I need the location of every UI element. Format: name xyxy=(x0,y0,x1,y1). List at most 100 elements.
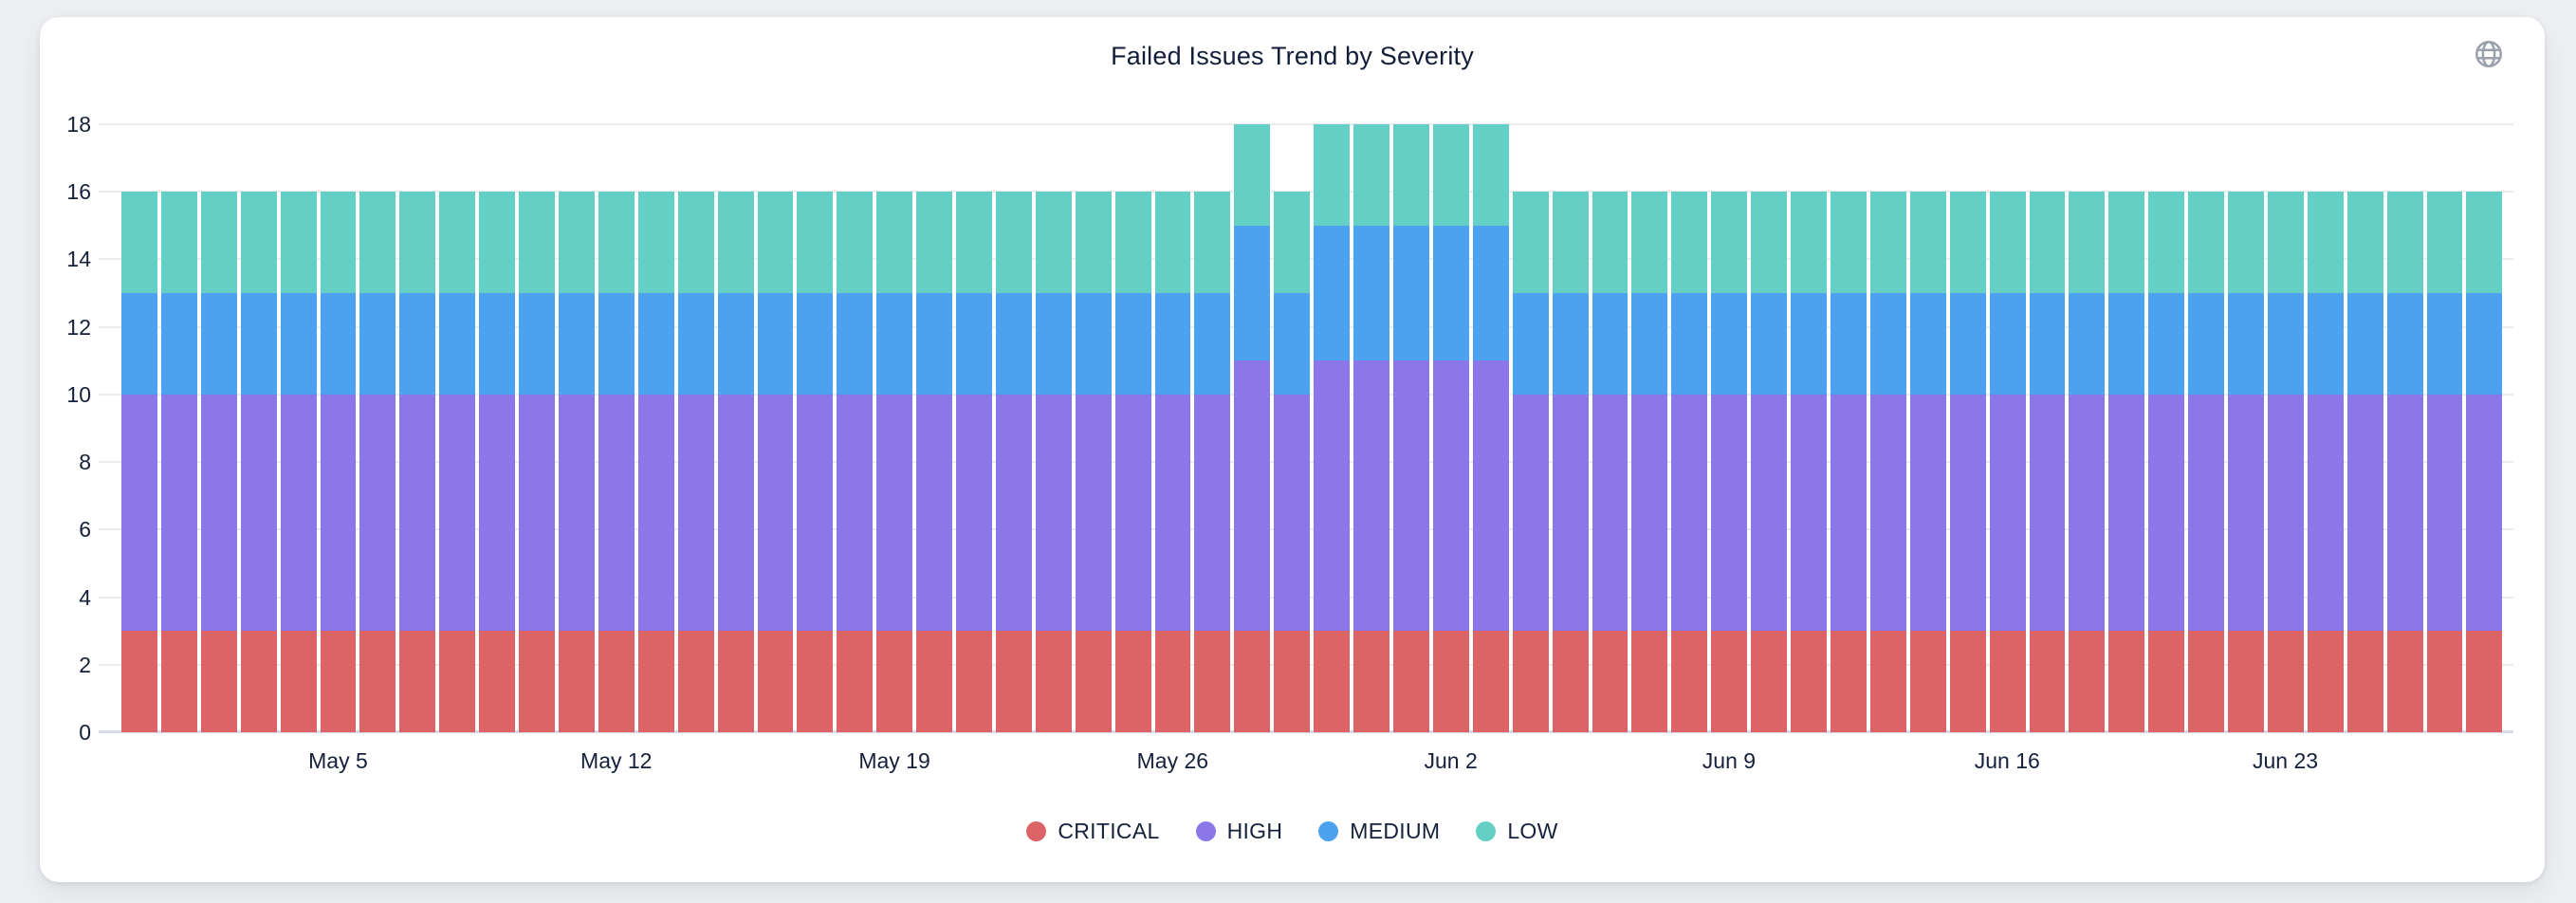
bar[interactable] xyxy=(280,124,317,732)
bar-segment-low xyxy=(717,192,754,294)
bar[interactable] xyxy=(160,124,197,732)
bar[interactable] xyxy=(2228,124,2264,732)
bar[interactable] xyxy=(439,124,476,732)
bar[interactable] xyxy=(1949,124,1986,732)
bar[interactable] xyxy=(1989,124,2026,732)
bar[interactable] xyxy=(1751,124,1788,732)
bar-segment-high xyxy=(439,394,476,632)
bar[interactable] xyxy=(797,124,834,732)
bar[interactable] xyxy=(1035,124,1072,732)
bar[interactable] xyxy=(677,124,714,732)
bar[interactable] xyxy=(200,124,237,732)
bar-segment-high xyxy=(1154,394,1191,632)
bar-segment-high xyxy=(2346,394,2383,632)
bar[interactable] xyxy=(479,124,516,732)
bar-segment-low xyxy=(876,192,913,294)
legend-item-medium[interactable]: MEDIUM xyxy=(1318,819,1440,844)
bar[interactable] xyxy=(121,124,157,732)
bar-segment-critical xyxy=(2069,631,2106,732)
gridline xyxy=(99,191,2513,194)
bar-segment-medium xyxy=(2069,293,2106,395)
bar-segment-high xyxy=(1035,394,1072,632)
bar[interactable] xyxy=(1075,124,1112,732)
bar[interactable] xyxy=(2188,124,2225,732)
bar[interactable] xyxy=(1194,124,1231,732)
bar-segment-low xyxy=(1869,192,1906,294)
y-tick-label: 14 xyxy=(66,247,91,272)
bar[interactable] xyxy=(916,124,953,732)
bar[interactable] xyxy=(1314,124,1351,732)
bar[interactable] xyxy=(519,124,555,732)
legend-item-high[interactable]: HIGH xyxy=(1195,819,1283,844)
bar[interactable] xyxy=(1552,124,1589,732)
bar[interactable] xyxy=(757,124,794,732)
bar[interactable] xyxy=(1114,124,1151,732)
bar[interactable] xyxy=(1472,124,1509,732)
bar-segment-low xyxy=(797,192,834,294)
bar[interactable] xyxy=(1791,124,1827,732)
globe-icon[interactable] xyxy=(2473,38,2505,70)
bar-segment-high xyxy=(1671,394,1708,632)
bar-segment-critical xyxy=(439,631,476,732)
bar[interactable] xyxy=(598,124,635,732)
bar-segment-high xyxy=(1274,394,1311,632)
bar-segment-critical xyxy=(1830,631,1867,732)
bar-segment-medium xyxy=(1791,293,1827,395)
legend-item-low[interactable]: LOW xyxy=(1476,819,1557,844)
y-tick-label: 12 xyxy=(66,314,91,340)
bar-segment-high xyxy=(1472,360,1509,632)
legend-item-critical[interactable]: CRITICAL xyxy=(1026,819,1159,844)
bar[interactable] xyxy=(2426,124,2463,732)
bar[interactable] xyxy=(2307,124,2344,732)
bar[interactable] xyxy=(1432,124,1469,732)
bar-segment-medium xyxy=(1512,293,1549,395)
bar[interactable] xyxy=(2267,124,2304,732)
y-tick-label: 18 xyxy=(66,112,91,137)
bar[interactable] xyxy=(2466,124,2503,732)
bar[interactable] xyxy=(1353,124,1389,732)
bar-segment-medium xyxy=(320,293,357,395)
bar[interactable] xyxy=(1909,124,1946,732)
bar[interactable] xyxy=(359,124,396,732)
bar[interactable] xyxy=(2029,124,2066,732)
bar[interactable] xyxy=(837,124,874,732)
bar[interactable] xyxy=(637,124,674,732)
bar[interactable] xyxy=(2108,124,2145,732)
bar[interactable] xyxy=(240,124,277,732)
bar-segment-low xyxy=(598,192,635,294)
bar-segment-high xyxy=(995,394,1032,632)
bar-segment-low xyxy=(2228,192,2264,294)
bar-segment-critical xyxy=(2228,631,2264,732)
bar[interactable] xyxy=(1154,124,1191,732)
bar[interactable] xyxy=(2346,124,2383,732)
bar[interactable] xyxy=(717,124,754,732)
bar-segment-medium xyxy=(519,293,555,395)
bar[interactable] xyxy=(995,124,1032,732)
bar-segment-medium xyxy=(717,293,754,395)
bar[interactable] xyxy=(1592,124,1628,732)
bar[interactable] xyxy=(1869,124,1906,732)
bar[interactable] xyxy=(2148,124,2185,732)
bar[interactable] xyxy=(1671,124,1708,732)
bar-segment-critical xyxy=(637,631,674,732)
bar[interactable] xyxy=(2069,124,2106,732)
bar-segment-high xyxy=(399,394,436,632)
bar[interactable] xyxy=(876,124,913,732)
bar[interactable] xyxy=(1631,124,1668,732)
bar-segment-high xyxy=(1791,394,1827,632)
bar-segment-critical xyxy=(1869,631,1906,732)
bar[interactable] xyxy=(1711,124,1748,732)
bar[interactable] xyxy=(1393,124,1429,732)
bar-segment-critical xyxy=(717,631,754,732)
bar[interactable] xyxy=(558,124,595,732)
bar[interactable] xyxy=(399,124,436,732)
bar[interactable] xyxy=(1234,124,1271,732)
bar[interactable] xyxy=(320,124,357,732)
bar[interactable] xyxy=(1274,124,1311,732)
bar[interactable] xyxy=(1830,124,1867,732)
bar-segment-medium xyxy=(1035,293,1072,395)
bar[interactable] xyxy=(1512,124,1549,732)
bar[interactable] xyxy=(2386,124,2423,732)
bar[interactable] xyxy=(956,124,992,732)
bar-segment-low xyxy=(2069,192,2106,294)
